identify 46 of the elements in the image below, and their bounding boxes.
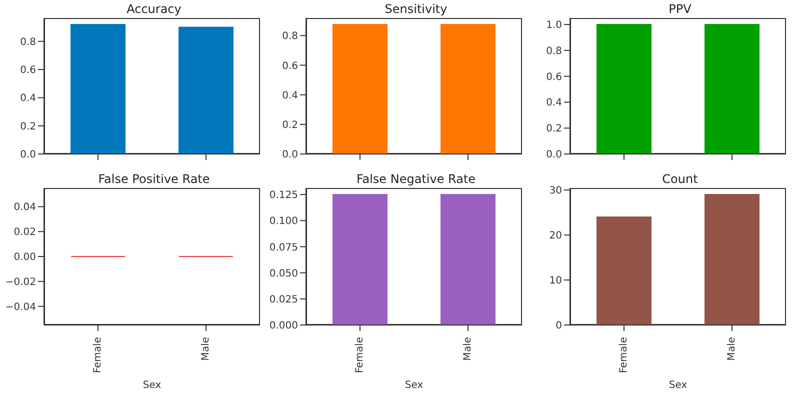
y-tick-label: 0.4 <box>20 93 36 104</box>
x-tick-label: Female <box>354 337 366 374</box>
y-tick-label: 0.0 <box>546 150 562 161</box>
y-tick-label: 20 <box>549 230 562 242</box>
y-tick-label: −0.02 <box>5 276 36 288</box>
x-tick-label: Female <box>92 337 104 374</box>
x-tick-label: Male <box>726 337 738 361</box>
y-tick-label: 0.050 <box>269 268 298 280</box>
y-tick-label: 0.025 <box>269 294 298 306</box>
y-tick-label: 0.000 <box>269 320 298 332</box>
chart-title: False Negative Rate <box>355 171 477 188</box>
y-tick-label: 0.6 <box>20 65 36 76</box>
y-tick-label: 0.6 <box>546 72 562 83</box>
y-tick-label: 0.04 <box>14 202 36 214</box>
y-tick-label: 0.8 <box>20 36 36 48</box>
chart-title: PPV <box>668 1 692 18</box>
y-tick-label: 0.075 <box>269 242 298 254</box>
y-tick-label: 0.100 <box>269 216 298 228</box>
y-tick-label: 10 <box>549 276 562 287</box>
chart-title: False Positive Rate <box>97 171 211 188</box>
y-tick-label: 0.2 <box>20 121 36 132</box>
y-tick-label: 0.00 <box>14 252 36 264</box>
y-tick-label: 0.8 <box>282 31 298 42</box>
x-tick-label: Female <box>618 337 630 374</box>
y-tick-label: 30 <box>549 186 562 197</box>
x-tick-label: Male <box>462 337 474 361</box>
chart-title: Accuracy <box>126 1 182 18</box>
y-tick-label: 0 <box>556 320 562 332</box>
y-tick-label: 1.0 <box>546 20 562 32</box>
y-tick-label: 0.0 <box>282 150 298 161</box>
x-axis-title: Sex <box>668 380 688 391</box>
chart-title: Sensitivity <box>384 1 448 18</box>
y-tick-label: 0.4 <box>282 90 298 102</box>
y-tick-label: 0.2 <box>546 124 562 135</box>
x-axis-title: Sex <box>142 380 162 391</box>
y-tick-label: 0.6 <box>282 60 298 72</box>
y-tick-label: 0.02 <box>14 227 36 238</box>
chart-title: Count <box>662 172 698 186</box>
y-tick-label: 0.0 <box>20 150 36 161</box>
y-tick-label: 0.4 <box>546 98 562 109</box>
y-tick-label: −0.04 <box>5 302 36 313</box>
x-tick-label: Male <box>200 337 212 361</box>
x-axis-title: Sex <box>404 380 424 391</box>
y-tick-label: 0.8 <box>546 46 562 57</box>
y-tick-label: 0.2 <box>282 120 298 131</box>
y-tick-label: 0.125 <box>269 190 298 202</box>
